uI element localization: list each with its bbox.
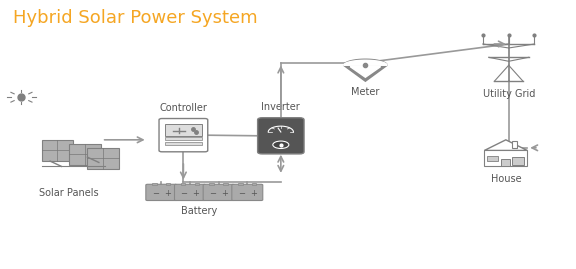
Text: House: House xyxy=(491,174,521,185)
FancyBboxPatch shape xyxy=(175,184,206,200)
Text: −: − xyxy=(151,189,159,198)
FancyBboxPatch shape xyxy=(152,183,157,185)
Polygon shape xyxy=(484,140,527,150)
Text: +: + xyxy=(250,189,257,198)
FancyBboxPatch shape xyxy=(223,183,228,185)
FancyBboxPatch shape xyxy=(232,184,263,200)
FancyBboxPatch shape xyxy=(501,159,510,167)
Polygon shape xyxy=(344,65,387,81)
FancyBboxPatch shape xyxy=(165,137,202,140)
FancyBboxPatch shape xyxy=(159,119,208,152)
Text: Battery: Battery xyxy=(181,206,217,216)
FancyBboxPatch shape xyxy=(238,183,242,185)
Text: Meter: Meter xyxy=(351,87,380,97)
FancyBboxPatch shape xyxy=(166,183,170,185)
FancyBboxPatch shape xyxy=(146,184,177,200)
Text: Hybrid Solar Power System: Hybrid Solar Power System xyxy=(13,9,257,27)
Text: Utility Grid: Utility Grid xyxy=(483,89,535,99)
FancyBboxPatch shape xyxy=(511,141,517,148)
FancyBboxPatch shape xyxy=(69,144,101,165)
Text: Controller: Controller xyxy=(160,103,207,113)
Text: −: − xyxy=(180,189,187,198)
FancyBboxPatch shape xyxy=(41,140,73,161)
FancyBboxPatch shape xyxy=(165,142,202,145)
Text: −: − xyxy=(238,189,245,198)
Polygon shape xyxy=(350,67,381,77)
FancyBboxPatch shape xyxy=(88,148,119,169)
FancyBboxPatch shape xyxy=(210,183,214,185)
FancyBboxPatch shape xyxy=(181,183,185,185)
FancyBboxPatch shape xyxy=(511,157,524,165)
FancyBboxPatch shape xyxy=(257,118,304,154)
Polygon shape xyxy=(344,59,387,65)
Polygon shape xyxy=(344,60,387,65)
Text: +: + xyxy=(221,189,228,198)
FancyBboxPatch shape xyxy=(252,183,256,185)
Text: Solar Panels: Solar Panels xyxy=(39,188,99,198)
FancyBboxPatch shape xyxy=(484,150,527,167)
FancyBboxPatch shape xyxy=(487,156,498,161)
FancyBboxPatch shape xyxy=(195,183,199,185)
Text: +: + xyxy=(192,189,199,198)
Text: Inverter: Inverter xyxy=(262,102,300,112)
FancyBboxPatch shape xyxy=(165,124,202,136)
Circle shape xyxy=(273,141,289,148)
Text: −: − xyxy=(209,189,216,198)
FancyBboxPatch shape xyxy=(203,184,234,200)
Text: +: + xyxy=(164,189,171,198)
